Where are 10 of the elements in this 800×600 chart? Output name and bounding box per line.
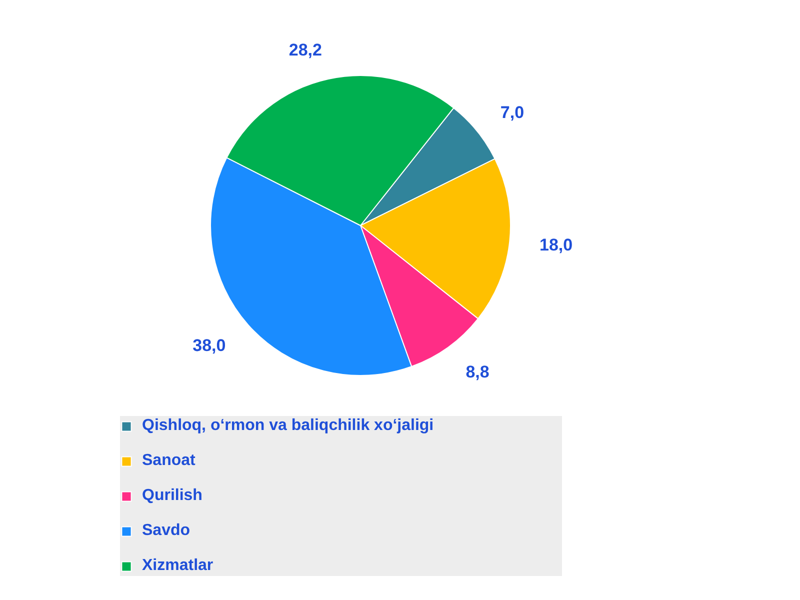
legend-label: Xizmatlar bbox=[142, 556, 214, 576]
data-label: 8,8 bbox=[466, 362, 490, 382]
data-label: 38,0 bbox=[192, 336, 226, 355]
legend-label: Qishloq, o‘rmon va baliqchilik xo‘jaligi bbox=[142, 416, 435, 436]
legend-label: Sanoat bbox=[142, 451, 196, 471]
legend-label: Savdo bbox=[142, 521, 192, 541]
legend-label: Qurilish bbox=[142, 486, 204, 506]
data-label: 18,0 bbox=[540, 235, 573, 254]
data-label: 7,0 bbox=[500, 103, 524, 122]
data-label: 28,2 bbox=[288, 40, 322, 60]
